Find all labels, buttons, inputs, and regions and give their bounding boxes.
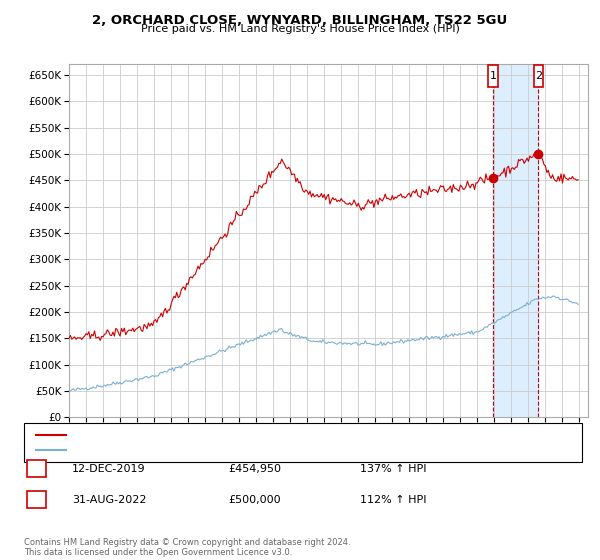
Text: 137% ↑ HPI: 137% ↑ HPI xyxy=(360,464,427,474)
Text: 2, ORCHARD CLOSE, WYNYARD, BILLINGHAM, TS22 5GU (detached house): 2, ORCHARD CLOSE, WYNYARD, BILLINGHAM, T… xyxy=(72,430,458,440)
Text: 112% ↑ HPI: 112% ↑ HPI xyxy=(360,494,427,505)
Text: Contains HM Land Registry data © Crown copyright and database right 2024.
This d: Contains HM Land Registry data © Crown c… xyxy=(24,538,350,557)
Text: 31-AUG-2022: 31-AUG-2022 xyxy=(72,494,146,505)
Text: 12-DEC-2019: 12-DEC-2019 xyxy=(72,464,146,474)
Text: 2, ORCHARD CLOSE, WYNYARD, BILLINGHAM, TS22 5GU: 2, ORCHARD CLOSE, WYNYARD, BILLINGHAM, T… xyxy=(92,14,508,27)
Text: 1: 1 xyxy=(33,464,40,474)
Text: HPI: Average price, detached house, Hartlepool: HPI: Average price, detached house, Hart… xyxy=(72,445,319,455)
Text: £500,000: £500,000 xyxy=(228,494,281,505)
Text: 2: 2 xyxy=(535,71,542,81)
Bar xyxy=(488,66,498,86)
Bar xyxy=(493,64,538,417)
Text: £454,950: £454,950 xyxy=(228,464,281,474)
Text: 1: 1 xyxy=(490,71,496,81)
Bar xyxy=(533,66,543,86)
Text: 2: 2 xyxy=(33,494,40,505)
Text: Price paid vs. HM Land Registry's House Price Index (HPI): Price paid vs. HM Land Registry's House … xyxy=(140,24,460,34)
